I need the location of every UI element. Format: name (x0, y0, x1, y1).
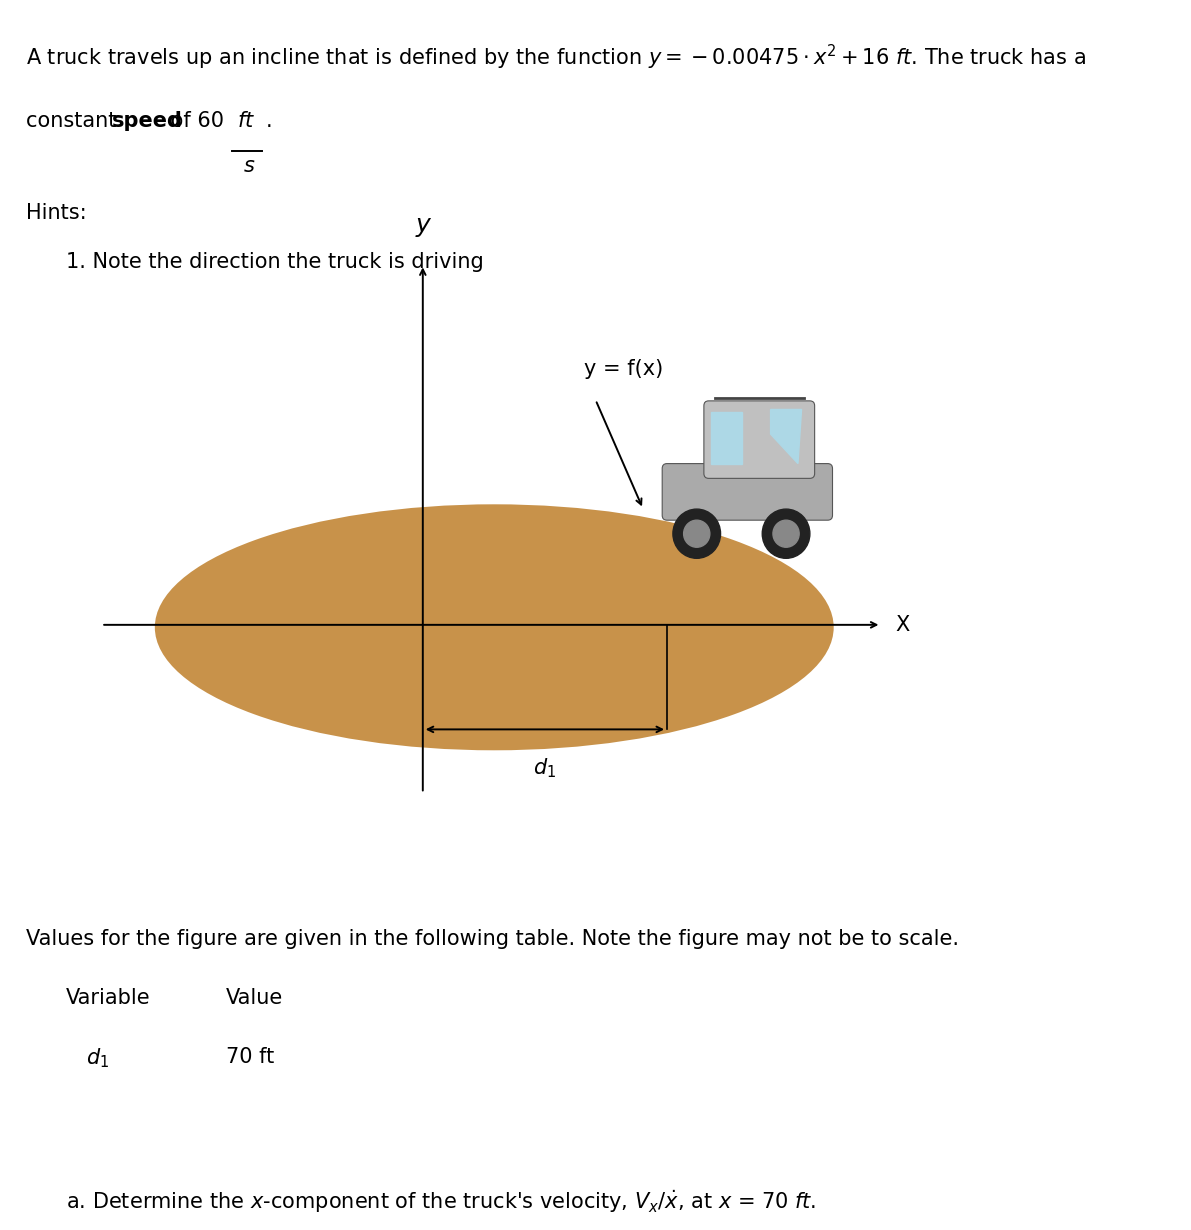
Text: y = f(x): y = f(x) (584, 359, 663, 379)
Circle shape (673, 509, 721, 558)
Polygon shape (771, 410, 802, 464)
Text: a. Determine the $x$-component of the truck's velocity, $V_x/\dot{x}$, at $x$ = : a. Determine the $x$-component of the tr… (66, 1188, 816, 1215)
Text: constant: constant (26, 111, 123, 130)
Text: $ft$: $ft$ (237, 111, 255, 130)
Circle shape (773, 520, 799, 547)
Text: .: . (266, 111, 273, 130)
Text: of 60: of 60 (164, 111, 231, 130)
Circle shape (762, 509, 810, 558)
Text: 70 ft: 70 ft (226, 1047, 275, 1066)
Text: $d_1$: $d_1$ (86, 1047, 108, 1070)
Text: X: X (896, 615, 910, 635)
Text: $s$: $s$ (243, 156, 255, 176)
Text: 1. Note the direction the truck is driving: 1. Note the direction the truck is drivi… (66, 252, 484, 272)
Circle shape (684, 520, 710, 547)
FancyBboxPatch shape (704, 401, 815, 478)
Text: A truck travels up an incline that is defined by the function $y = -0.00475 \cdo: A truck travels up an incline that is de… (26, 43, 1086, 73)
Ellipse shape (155, 504, 834, 750)
Text: speed: speed (112, 111, 183, 130)
Text: Hints:: Hints: (26, 203, 87, 223)
Text: Value: Value (226, 988, 283, 1007)
Text: Values for the figure are given in the following table. Note the figure may not : Values for the figure are given in the f… (26, 929, 959, 948)
Polygon shape (711, 412, 742, 464)
Text: Variable: Variable (66, 988, 150, 1007)
Text: $d_1$: $d_1$ (534, 756, 556, 780)
Text: y: y (416, 213, 430, 237)
FancyBboxPatch shape (662, 464, 833, 520)
